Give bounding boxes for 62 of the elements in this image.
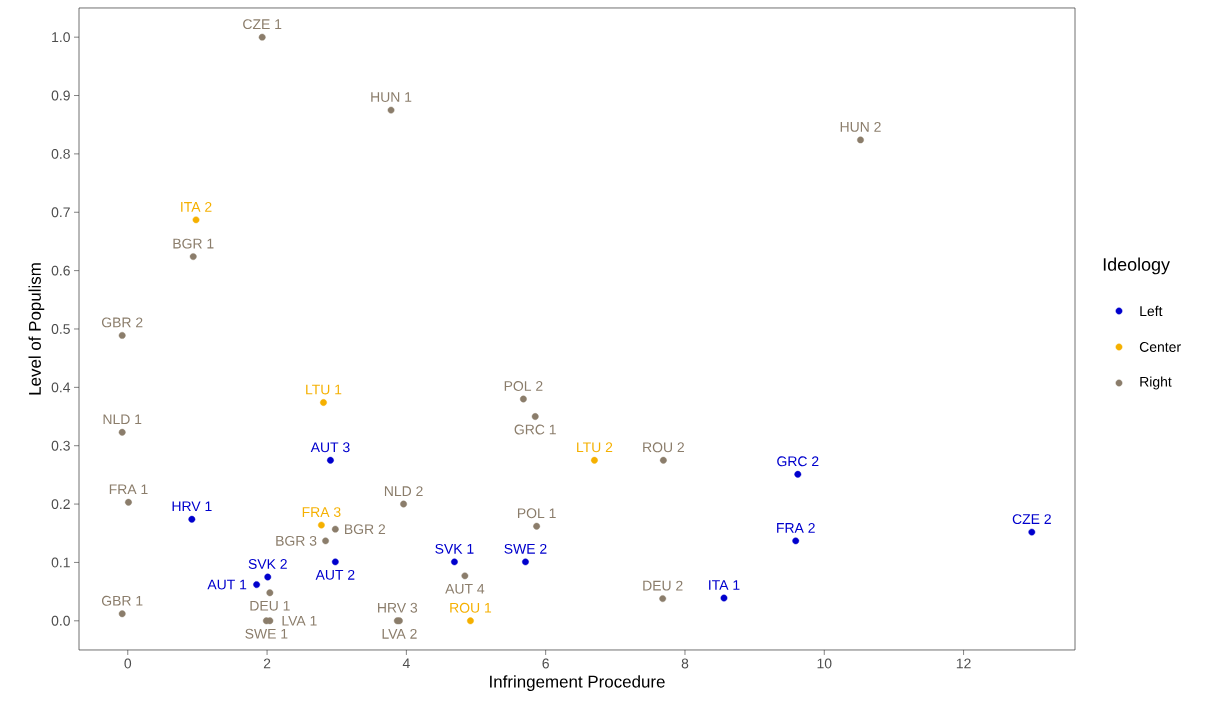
data-label: HUN 2 bbox=[840, 121, 881, 132]
data-label: ROU 1 bbox=[450, 602, 492, 613]
data-label: BGR 3 bbox=[276, 535, 317, 546]
data-label: POL 1 bbox=[517, 508, 556, 519]
y-tick-label: 0.2 bbox=[51, 499, 70, 510]
legend-label: Right bbox=[1140, 376, 1172, 390]
data-label: DEU 2 bbox=[643, 580, 683, 591]
data-label: SVK 2 bbox=[248, 559, 287, 569]
data-label: DEU 1 bbox=[250, 600, 290, 611]
x-tick-label: 6 bbox=[542, 658, 549, 669]
legend-label: Center bbox=[1139, 342, 1181, 352]
data-label: AUT 4 bbox=[445, 584, 485, 594]
x-tick-label: 0 bbox=[124, 658, 132, 669]
data-label: ITA 1 bbox=[709, 580, 740, 590]
data-label: GRC 1 bbox=[514, 424, 556, 435]
data-label: LTU 1 bbox=[306, 384, 342, 395]
data-label: GBR 1 bbox=[101, 595, 143, 606]
data-label: GRC 2 bbox=[777, 456, 819, 467]
y-tick-label: 0.8 bbox=[51, 148, 70, 159]
data-label: SVK 1 bbox=[435, 543, 474, 554]
y-axis-title: Level of Populism bbox=[28, 263, 45, 395]
data-label: NLD 2 bbox=[384, 486, 423, 496]
data-label: HRV 3 bbox=[378, 602, 418, 613]
data-label: LVA 1 bbox=[282, 616, 317, 626]
data-label: ROU 2 bbox=[643, 442, 684, 453]
y-tick-label: 0.9 bbox=[51, 90, 70, 101]
data-label: NLD 1 bbox=[103, 414, 142, 425]
x-tick-label: 8 bbox=[681, 658, 689, 669]
y-tick-label: 0.0 bbox=[51, 615, 70, 626]
data-label: SWE 2 bbox=[504, 543, 547, 554]
x-tick-label: 4 bbox=[402, 658, 410, 669]
x-axis-title: Infringement Procedure bbox=[490, 675, 665, 692]
y-tick-label: 0.4 bbox=[51, 382, 71, 393]
legend-title: Ideology bbox=[1103, 257, 1170, 275]
data-label: SWE 1 bbox=[245, 628, 288, 639]
data-label: FRA 1 bbox=[109, 484, 148, 495]
data-label: GBR 2 bbox=[101, 317, 143, 328]
data-label: ITA 2 bbox=[181, 201, 212, 212]
data-label: AUT 3 bbox=[310, 442, 350, 453]
y-tick-label: 0.6 bbox=[51, 265, 70, 276]
data-label: CZE 2 bbox=[1012, 514, 1051, 525]
data-label: BGR 1 bbox=[173, 238, 214, 249]
data-label: BGR 2 bbox=[345, 524, 386, 535]
data-label: HRV 1 bbox=[172, 501, 212, 512]
y-tick-label: 1.0 bbox=[52, 32, 70, 43]
data-label: AUT 1 bbox=[207, 579, 247, 590]
x-tick-label: 12 bbox=[956, 658, 971, 669]
x-tick-label: 2 bbox=[263, 658, 271, 669]
data-label: LTU 2 bbox=[577, 442, 613, 453]
legend-label: Left bbox=[1140, 305, 1163, 317]
x-tick-label: 10 bbox=[817, 658, 832, 669]
data-label: POL 2 bbox=[504, 381, 543, 391]
data-label: HUN 1 bbox=[371, 92, 412, 102]
y-tick-label: 0.3 bbox=[51, 440, 70, 451]
y-tick-label: 0.5 bbox=[51, 324, 70, 334]
y-tick-label: 0.1 bbox=[51, 557, 70, 568]
y-tick-label: 0.7 bbox=[51, 207, 70, 218]
data-label: FRA 3 bbox=[302, 507, 341, 518]
data-label: AUT 2 bbox=[315, 569, 355, 580]
data-label: FRA 2 bbox=[777, 522, 815, 533]
data-label: LVA 2 bbox=[382, 628, 417, 639]
data-label: CZE 1 bbox=[243, 19, 282, 30]
